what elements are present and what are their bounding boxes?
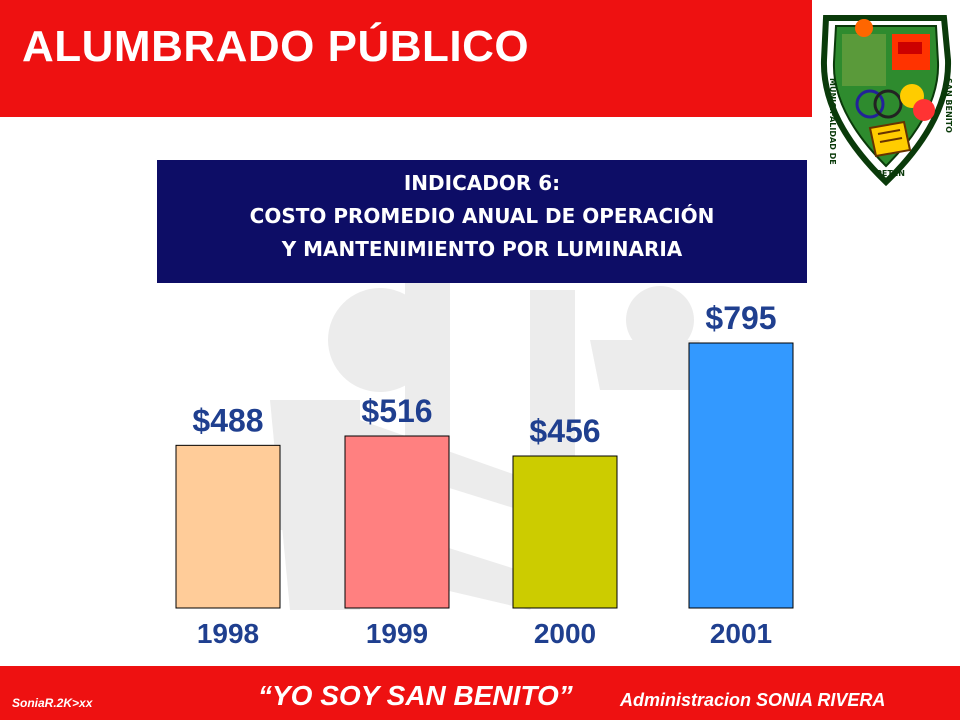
x-tick-label-2001: 2001: [710, 618, 772, 649]
x-tick-label-2000: 2000: [534, 618, 596, 649]
indicator-title-line1: COSTO PROMEDIO ANUAL DE OPERACIÓN: [249, 204, 715, 228]
footer-slogan: “YO SOY SAN BENITO”: [258, 680, 573, 711]
page-title: ALUMBRADO PÚBLICO: [22, 22, 530, 71]
footer-author: SoniaR.2K>xx: [12, 696, 93, 710]
bar-1999: [344, 435, 450, 609]
bar-1998: [175, 444, 281, 609]
footer-band: SoniaR.2K>xx “YO SOY SAN BENITO” Adminis…: [0, 666, 960, 720]
x-tick-label-1998: 1998: [197, 618, 259, 649]
logo-text-right: SAN BENITO: [944, 78, 953, 133]
logo-text-bottom: PETÉN: [876, 167, 905, 178]
footer-admin: Administracion SONIA RIVERA: [620, 690, 886, 710]
x-tick-label-1999: 1999: [366, 618, 428, 649]
data-label-2001: $795: [705, 300, 776, 336]
indicator-label: INDICADOR 6:: [403, 171, 561, 195]
indicator-box: INDICADOR 6: COSTO PROMEDIO ANUAL DE OPE…: [157, 160, 807, 283]
header-band: ALUMBRADO PÚBLICO: [0, 0, 812, 117]
data-label-1998: $488: [192, 402, 263, 438]
municipal-coat-of-arms-icon: MUNICIPALIDAD DE SAN BENITO PETÉN: [812, 0, 960, 190]
data-label-2000: $456: [529, 413, 600, 449]
bar-2000: [512, 455, 618, 609]
indicator-title-line2: Y MANTENIMIENTO POR LUMINARIA: [281, 237, 683, 261]
bar-2001: [688, 342, 794, 609]
data-label-1999: $516: [361, 393, 432, 429]
logo-text-left: MUNICIPALIDAD DE: [828, 78, 837, 165]
